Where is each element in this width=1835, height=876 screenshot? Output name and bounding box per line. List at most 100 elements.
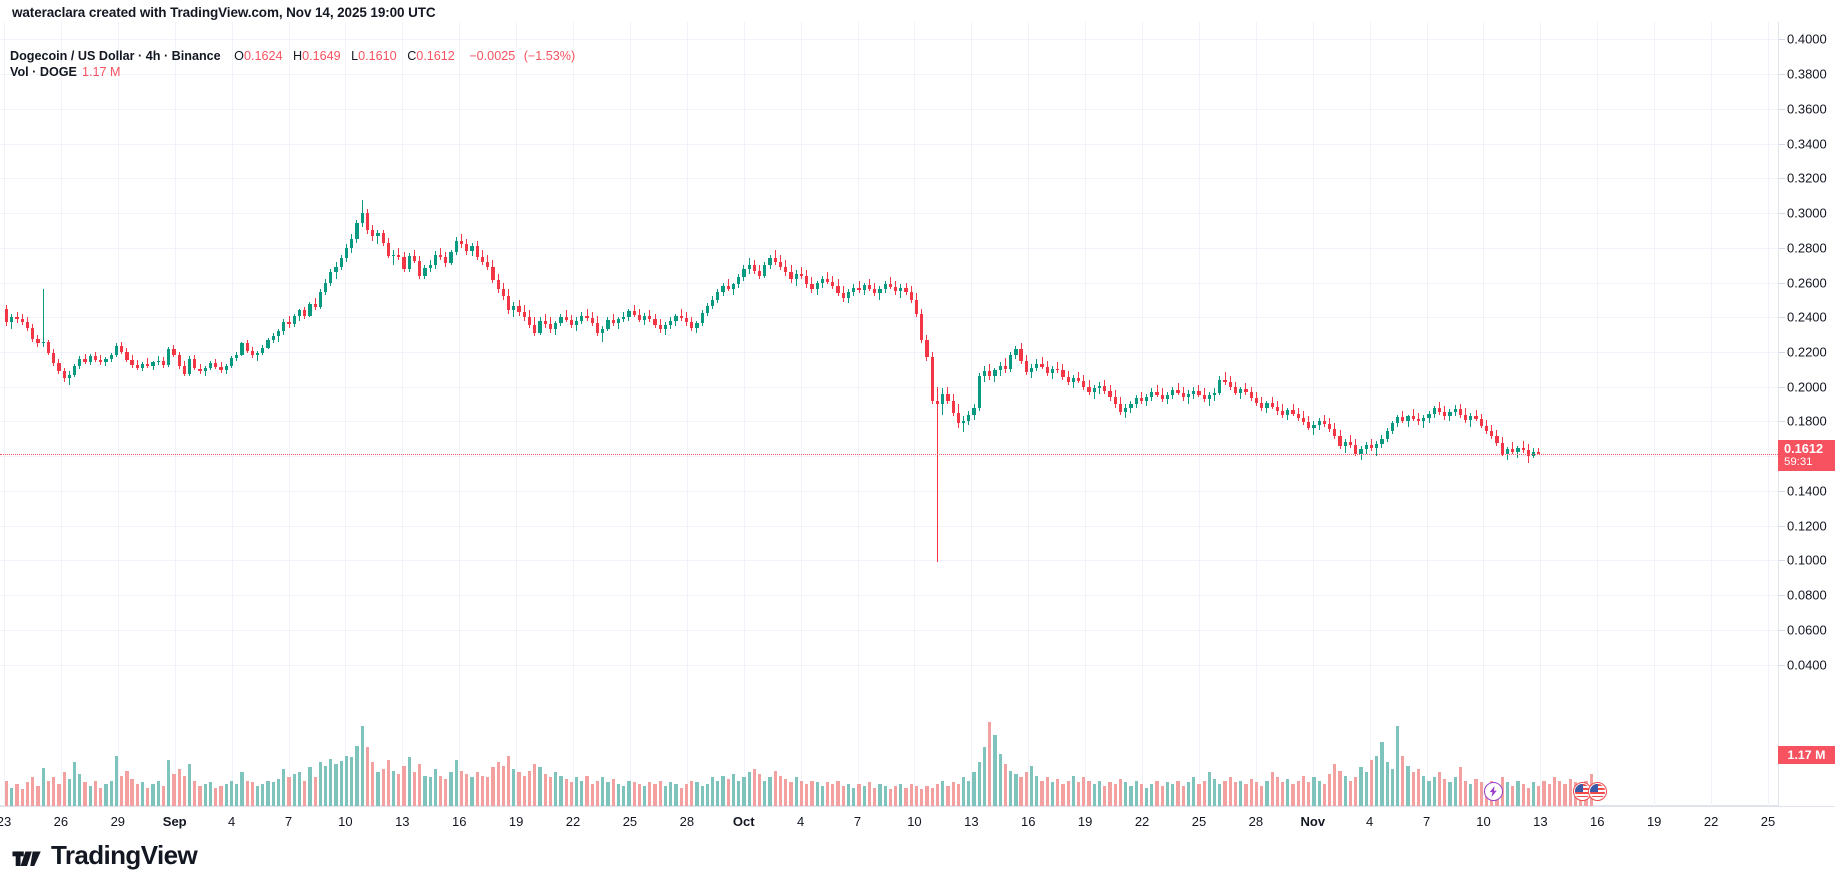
- candle-body: [344, 247, 349, 259]
- volume-bar: [203, 784, 207, 806]
- candle-body: [1239, 389, 1243, 393]
- candle-wick: [1078, 371, 1080, 384]
- legend-interval[interactable]: 4h: [145, 49, 161, 63]
- volume-bar: [1312, 777, 1316, 806]
- candle-body: [899, 287, 903, 292]
- candle-body: [381, 233, 385, 244]
- candle-body: [501, 289, 506, 297]
- price-scale-axis[interactable]: 0.4000 0.3800 0.3600 0.3400 0.3200 0.3000 0.28…: [1778, 22, 1835, 806]
- volume-bar: [857, 784, 861, 806]
- candle-body: [208, 363, 213, 368]
- volume-bar: [1223, 780, 1227, 806]
- candle-body: [517, 305, 521, 313]
- candle-body: [622, 317, 626, 319]
- legend-high-value: 0.1649: [302, 49, 341, 63]
- volume-bar: [25, 782, 30, 806]
- chart-plot-area[interactable]: [0, 22, 1778, 806]
- candle-body: [1280, 411, 1285, 415]
- volume-bar: [1385, 762, 1389, 806]
- candle-body: [679, 316, 683, 319]
- volume-bar: [1108, 782, 1112, 806]
- volume-bar: [1317, 780, 1321, 806]
- candle-wick: [1156, 385, 1158, 398]
- candle-body: [177, 355, 181, 366]
- volume-bar: [1469, 784, 1473, 806]
- candle-body: [1223, 379, 1227, 383]
- volume-bar: [1437, 772, 1442, 806]
- grid-line-horizontal: [0, 39, 1778, 41]
- economic-event-marker[interactable]: [1587, 782, 1607, 801]
- price-axis-label: 0.2400: [1787, 309, 1827, 325]
- grid-line-horizontal: [0, 595, 1778, 597]
- volume-bar: [852, 787, 856, 806]
- volume-bar: [4, 780, 9, 806]
- time-axis-label: 23: [0, 814, 12, 829]
- tradingview-logo[interactable]: TradingView: [12, 840, 198, 871]
- candle-body: [371, 230, 375, 236]
- candle-body: [303, 310, 307, 316]
- candle-body: [433, 254, 438, 266]
- candle-body: [428, 265, 432, 268]
- candle-body: [1307, 422, 1311, 428]
- volume-bar: [219, 785, 223, 806]
- candle-wick: [680, 308, 682, 321]
- volume-bar: [83, 782, 87, 806]
- candle-body: [1186, 393, 1191, 398]
- candle-body: [627, 311, 631, 318]
- volume-bar: [365, 747, 370, 806]
- legend-exchange[interactable]: Binance: [171, 49, 221, 63]
- volume-bar: [1239, 780, 1243, 806]
- candle-wick: [1407, 414, 1409, 427]
- candle-body: [282, 321, 286, 332]
- volume-bar: [1024, 772, 1028, 806]
- time-scale-axis[interactable]: 23 26 29 Sep 4 7 10 13 16 19 22 25 28 Oct 4 7 10 13 16 19 22…: [0, 806, 1835, 836]
- price-axis-label: 0.0400: [1787, 657, 1827, 673]
- volume-bar: [250, 782, 254, 806]
- volume-bar: [1097, 780, 1102, 806]
- candle-body: [397, 254, 401, 258]
- volume-bar: [1103, 785, 1107, 806]
- chart-frame: 0.4000 0.3800 0.3600 0.3400 0.3200 0.3000 0.28…: [0, 22, 1835, 806]
- price-axis-tick: [1779, 490, 1785, 492]
- volume-bar: [62, 772, 66, 806]
- volume-bar: [1009, 770, 1013, 806]
- candle-body: [391, 254, 396, 256]
- candle-body: [439, 254, 443, 258]
- volume-bar: [841, 785, 845, 806]
- volume-bar: [1411, 772, 1415, 806]
- volume-bar: [522, 775, 526, 806]
- lightning-event-marker[interactable]: [1484, 782, 1504, 801]
- legend-volume-name[interactable]: Vol · DOGE: [10, 65, 77, 79]
- volume-bar: [920, 789, 924, 806]
- volume-bar: [146, 787, 150, 806]
- candle-body: [418, 260, 422, 276]
- last-price-badge[interactable]: 0.1612 59:31: [1778, 440, 1835, 472]
- candle-body: [559, 317, 563, 324]
- volume-bar: [1171, 784, 1175, 806]
- volume-bar: [967, 780, 971, 806]
- volume-bar: [716, 780, 720, 806]
- volume-bar: [235, 784, 239, 806]
- candle-body: [1537, 452, 1541, 455]
- volume-bar: [381, 769, 385, 806]
- candle-body: [1453, 409, 1457, 412]
- volume-bar: [1333, 764, 1337, 806]
- time-axis-label: Sep: [162, 814, 187, 829]
- chart-legend: Dogecoin / US Dollar · 4h · Binance O0.1…: [10, 48, 575, 80]
- volume-value-badge[interactable]: 1.17 M: [1778, 746, 1835, 764]
- candle-wick: [1282, 404, 1284, 418]
- volume-bar: [151, 784, 155, 806]
- legend-symbol-title[interactable]: Dogecoin / US Dollar: [10, 49, 135, 63]
- volume-bar: [778, 775, 783, 806]
- volume-bar: [878, 784, 882, 806]
- volume-bar: [674, 784, 678, 806]
- footer-bar: TradingView: [0, 836, 1835, 876]
- volume-bar: [1244, 784, 1248, 806]
- candle-body: [538, 320, 542, 333]
- candle-body: [904, 287, 908, 293]
- time-axis-label: 7: [284, 814, 293, 829]
- volume-bar: [580, 780, 584, 806]
- economic-event-marker[interactable]: [1572, 782, 1592, 801]
- grid-line-horizontal: [0, 560, 1778, 562]
- volume-bar: [140, 782, 145, 806]
